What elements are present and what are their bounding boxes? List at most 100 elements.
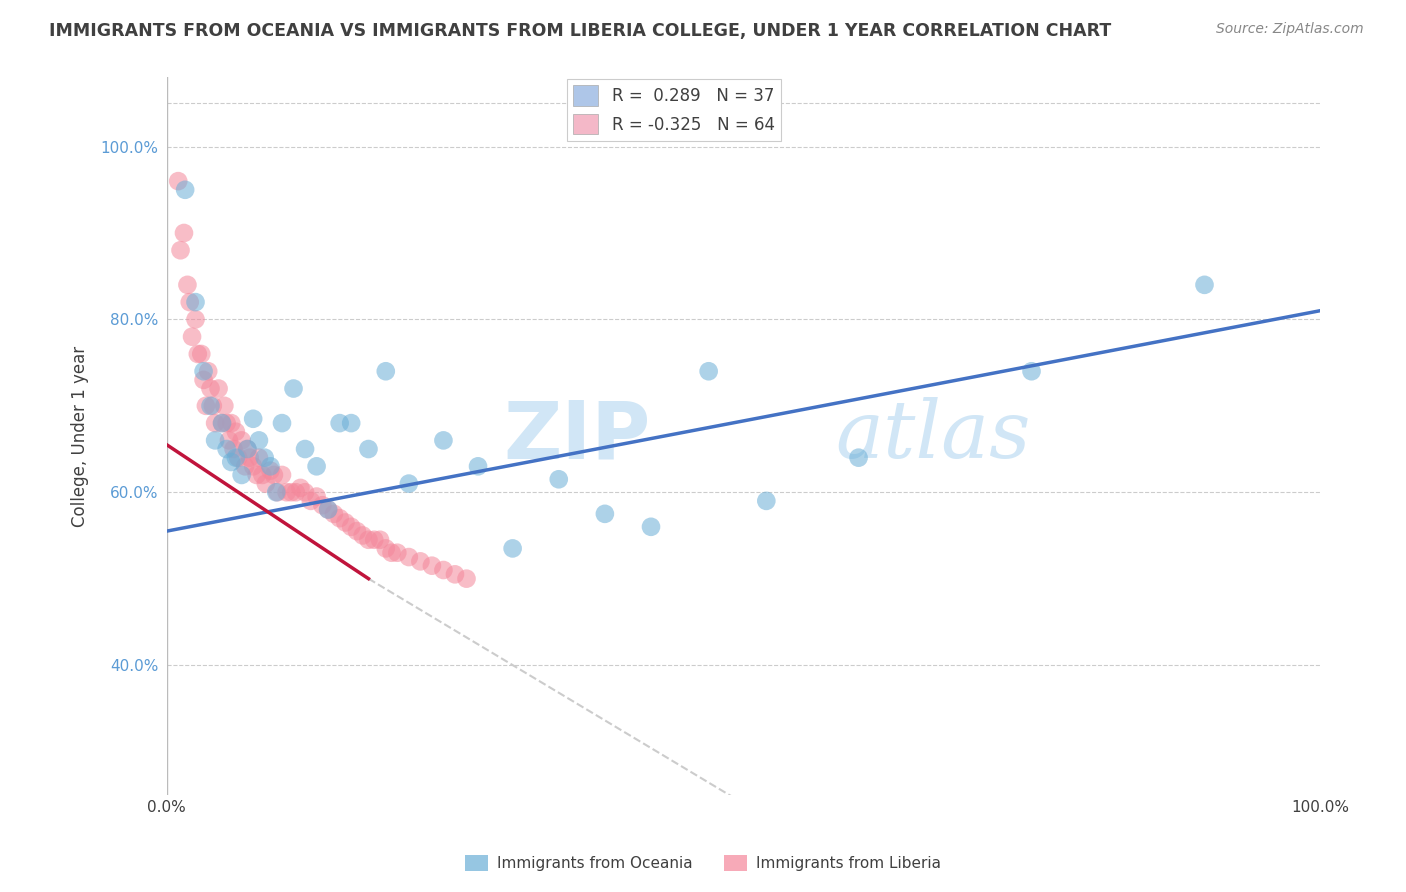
Point (398, 549, 420, 564)
Point (311, 498, 333, 512)
Point (290, 481, 312, 495)
Point (200, 382, 222, 396)
Point (346, 524, 368, 538)
Point (176, 277, 198, 292)
Point (316, 502, 339, 516)
Point (200, 399, 222, 413)
Point (252, 467, 274, 482)
Point (242, 459, 264, 474)
Text: IMMIGRANTS FROM OCEANIA VS IMMIGRANTS FROM LIBERIA COLLEGE, UNDER 1 YEAR CORRELA: IMMIGRANTS FROM OCEANIA VS IMMIGRANTS FR… (49, 22, 1112, 40)
Point (409, 554, 432, 568)
Point (218, 434, 240, 448)
Point (233, 459, 256, 474)
Point (322, 507, 344, 521)
Point (246, 467, 269, 482)
Point (266, 485, 288, 500)
Point (211, 416, 233, 430)
Point (215, 416, 238, 430)
Point (547, 472, 569, 486)
Text: atlas: atlas (835, 397, 1031, 475)
Point (181, 329, 204, 343)
Point (357, 533, 380, 547)
Point (294, 442, 316, 456)
Point (215, 442, 238, 456)
Point (368, 533, 391, 547)
Point (374, 364, 396, 378)
Point (239, 450, 262, 465)
Point (420, 558, 443, 573)
Point (236, 442, 259, 456)
Point (219, 416, 242, 430)
Point (271, 467, 294, 482)
Point (444, 567, 467, 582)
Point (204, 416, 226, 430)
Point (283, 382, 305, 396)
Point (226, 450, 249, 465)
Point (697, 364, 720, 378)
Point (184, 312, 207, 326)
Point (387, 546, 409, 560)
Point (316, 502, 339, 516)
Text: ZIP: ZIP (503, 397, 651, 475)
Point (374, 541, 396, 556)
Point (201, 399, 224, 413)
Legend: R =  0.289   N = 37, R = -0.325   N = 64: R = 0.289 N = 37, R = -0.325 N = 64 (567, 78, 782, 141)
Point (179, 295, 201, 310)
Point (1194, 277, 1216, 292)
Point (247, 450, 270, 465)
Point (254, 476, 277, 491)
Point (190, 347, 212, 361)
Point (593, 507, 616, 521)
Point (211, 416, 233, 430)
Point (214, 399, 236, 413)
Point (848, 450, 870, 465)
Point (363, 533, 385, 547)
Point (167, 174, 190, 188)
Point (219, 455, 242, 469)
Point (329, 511, 352, 525)
Point (187, 347, 209, 361)
Point (225, 450, 247, 465)
Point (398, 476, 420, 491)
Y-axis label: College, Under 1 year: College, Under 1 year (72, 345, 89, 526)
Point (193, 373, 215, 387)
Point (335, 516, 357, 530)
Point (231, 467, 253, 482)
Point (271, 416, 294, 430)
Point (264, 485, 287, 500)
Point (207, 382, 229, 396)
Point (432, 434, 454, 448)
Point (284, 485, 307, 500)
Point (755, 494, 778, 508)
Point (432, 563, 454, 577)
Point (640, 520, 662, 534)
Point (253, 450, 276, 465)
Point (173, 226, 195, 240)
Point (467, 459, 489, 474)
Point (305, 490, 328, 504)
Point (340, 416, 363, 430)
Point (1021, 364, 1043, 378)
Point (193, 364, 215, 378)
Point (194, 399, 217, 413)
Point (242, 411, 264, 425)
Point (340, 520, 363, 534)
Point (456, 572, 478, 586)
Point (259, 464, 281, 478)
Point (247, 434, 270, 448)
Point (259, 459, 281, 474)
Point (299, 494, 322, 508)
Point (263, 467, 285, 482)
Point (280, 485, 302, 500)
Point (502, 541, 524, 556)
Point (225, 425, 247, 439)
Point (329, 416, 352, 430)
Point (352, 528, 374, 542)
Point (294, 485, 316, 500)
Point (236, 442, 259, 456)
Legend: Immigrants from Oceania, Immigrants from Liberia: Immigrants from Oceania, Immigrants from… (460, 849, 946, 877)
Point (380, 546, 402, 560)
Point (357, 442, 380, 456)
Point (305, 459, 328, 474)
Point (174, 183, 197, 197)
